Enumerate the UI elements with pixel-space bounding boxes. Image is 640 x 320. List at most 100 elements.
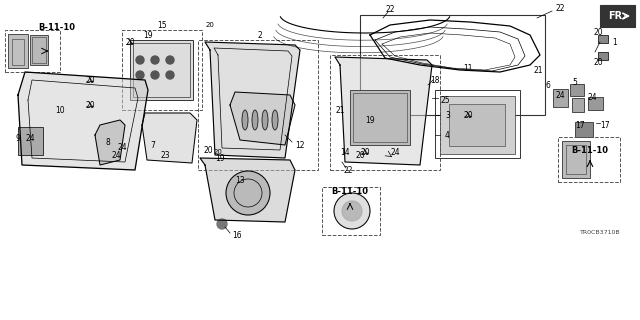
Text: 19: 19 <box>215 154 225 163</box>
Circle shape <box>334 193 370 229</box>
Bar <box>435 90 520 158</box>
Polygon shape <box>335 57 432 165</box>
Polygon shape <box>142 113 197 163</box>
Bar <box>449 104 505 146</box>
Text: 17: 17 <box>600 121 610 130</box>
Bar <box>588 97 603 110</box>
Circle shape <box>151 71 159 79</box>
Bar <box>122 30 202 110</box>
Text: 20: 20 <box>594 28 604 36</box>
Text: 19: 19 <box>365 116 375 124</box>
Text: 20: 20 <box>463 110 473 119</box>
Bar <box>30 35 48 65</box>
Text: 24: 24 <box>111 150 121 159</box>
Text: 22: 22 <box>385 4 395 13</box>
Bar <box>8 34 28 68</box>
Bar <box>572 98 584 112</box>
Polygon shape <box>95 120 125 165</box>
Text: 20: 20 <box>355 150 365 159</box>
Text: 20: 20 <box>125 37 135 46</box>
Text: 4: 4 <box>445 131 450 140</box>
Text: 3: 3 <box>445 110 450 119</box>
Text: 20: 20 <box>203 146 213 155</box>
Text: 25: 25 <box>440 95 450 105</box>
Bar <box>322 187 380 235</box>
Text: 17: 17 <box>575 121 585 130</box>
Text: 10: 10 <box>55 106 65 115</box>
Circle shape <box>166 56 174 64</box>
Text: 24: 24 <box>117 142 127 151</box>
Text: 22: 22 <box>343 165 353 174</box>
Polygon shape <box>18 72 148 170</box>
Text: 22: 22 <box>556 4 566 12</box>
Text: 20: 20 <box>214 149 223 155</box>
Bar <box>570 84 584 96</box>
Bar <box>360 15 545 115</box>
Bar <box>566 145 586 174</box>
Bar <box>350 90 410 145</box>
Bar <box>553 89 568 107</box>
Text: 24: 24 <box>25 133 35 142</box>
Text: 20: 20 <box>360 148 370 156</box>
Ellipse shape <box>252 110 258 130</box>
Bar <box>330 55 440 170</box>
Bar <box>575 122 593 137</box>
Text: B-11-10: B-11-10 <box>572 146 609 155</box>
Text: 14: 14 <box>340 148 350 156</box>
Bar <box>133 43 190 97</box>
Text: 9: 9 <box>15 133 20 142</box>
Text: 5: 5 <box>573 77 577 86</box>
Polygon shape <box>200 158 295 222</box>
Text: 24: 24 <box>555 91 565 100</box>
Text: 13: 13 <box>235 175 245 185</box>
Text: 16: 16 <box>232 231 242 241</box>
Text: 11: 11 <box>463 63 473 73</box>
Text: 20: 20 <box>205 22 214 28</box>
Circle shape <box>226 171 270 215</box>
Text: B-11-10: B-11-10 <box>38 22 76 31</box>
Bar <box>558 137 620 182</box>
Bar <box>353 93 407 142</box>
Text: 20: 20 <box>594 58 604 67</box>
Bar <box>12 39 24 65</box>
Bar <box>5 30 60 72</box>
Text: 6: 6 <box>545 81 550 90</box>
Ellipse shape <box>272 110 278 130</box>
Polygon shape <box>230 92 295 145</box>
Bar <box>598 35 608 43</box>
Text: 21: 21 <box>335 106 345 115</box>
Text: 15: 15 <box>157 20 167 29</box>
Text: 12: 12 <box>295 140 305 149</box>
Text: TR0CB3710B: TR0CB3710B <box>580 229 620 235</box>
Polygon shape <box>205 42 300 158</box>
Bar <box>18 127 43 155</box>
Circle shape <box>151 56 159 64</box>
Text: 19: 19 <box>143 30 153 39</box>
Ellipse shape <box>242 110 248 130</box>
Text: 20: 20 <box>85 76 95 84</box>
Text: 24: 24 <box>587 92 597 101</box>
Circle shape <box>217 219 227 229</box>
Bar <box>32 37 46 63</box>
Text: 7: 7 <box>150 140 156 149</box>
Circle shape <box>342 201 362 221</box>
Text: 2: 2 <box>258 30 262 39</box>
Bar <box>598 52 608 60</box>
Text: 20: 20 <box>85 100 95 109</box>
Text: FR.: FR. <box>608 11 626 21</box>
Circle shape <box>234 179 262 207</box>
Circle shape <box>136 56 144 64</box>
Circle shape <box>136 71 144 79</box>
Text: 23: 23 <box>160 150 170 159</box>
Circle shape <box>166 71 174 79</box>
Text: 24: 24 <box>390 148 400 156</box>
Text: 21: 21 <box>534 66 543 75</box>
Bar <box>562 141 590 178</box>
Text: 1: 1 <box>612 37 617 46</box>
Bar <box>130 40 193 100</box>
Text: 18: 18 <box>430 76 440 84</box>
Ellipse shape <box>262 110 268 130</box>
Bar <box>198 40 318 170</box>
Text: 8: 8 <box>106 138 110 147</box>
Bar <box>440 96 515 154</box>
